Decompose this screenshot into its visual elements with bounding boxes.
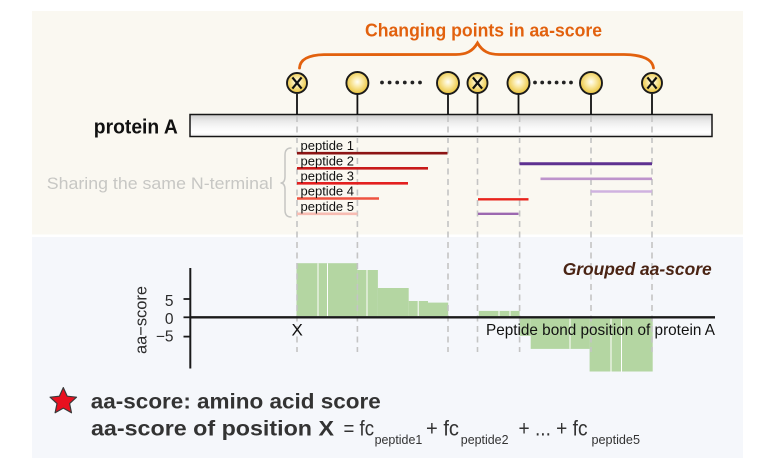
svg-text:peptide 5: peptide 5	[301, 199, 355, 214]
svg-text:+ ... + fc: + ... + fc	[519, 417, 588, 441]
svg-text:0: 0	[165, 311, 174, 328]
svg-text:peptide 1: peptide 1	[301, 138, 355, 153]
svg-text:+ fc: + fc	[426, 417, 459, 441]
svg-text:Peptide bond position of prote: Peptide bond position of protein A	[486, 322, 715, 339]
svg-text:aa-score: amino acid score: aa-score: amino acid score	[91, 390, 381, 414]
svg-text:peptide 4: peptide 4	[301, 184, 355, 199]
svg-text:peptide5: peptide5	[592, 432, 641, 447]
svg-text:= fc: = fc	[344, 417, 375, 441]
svg-text:peptide1: peptide1	[375, 432, 423, 447]
svg-text:aa-score of position X: aa-score of position X	[91, 417, 335, 441]
svg-text:Grouped aa-score: Grouped aa-score	[563, 259, 712, 279]
svg-text:peptide 2: peptide 2	[301, 153, 355, 168]
svg-text:aa−score: aa−score	[132, 286, 151, 354]
svg-text:Sharing the same N-terminal: Sharing the same N-terminal	[47, 174, 273, 193]
svg-text:−5: −5	[156, 328, 174, 345]
svg-text:Changing points in aa-score: Changing points in aa-score	[365, 20, 602, 41]
svg-text:protein A: protein A	[94, 116, 178, 139]
svg-text:peptide2: peptide2	[461, 432, 509, 447]
svg-text:5: 5	[165, 293, 174, 310]
svg-text:peptide 3: peptide 3	[301, 168, 355, 183]
svg-text:X: X	[292, 321, 303, 340]
